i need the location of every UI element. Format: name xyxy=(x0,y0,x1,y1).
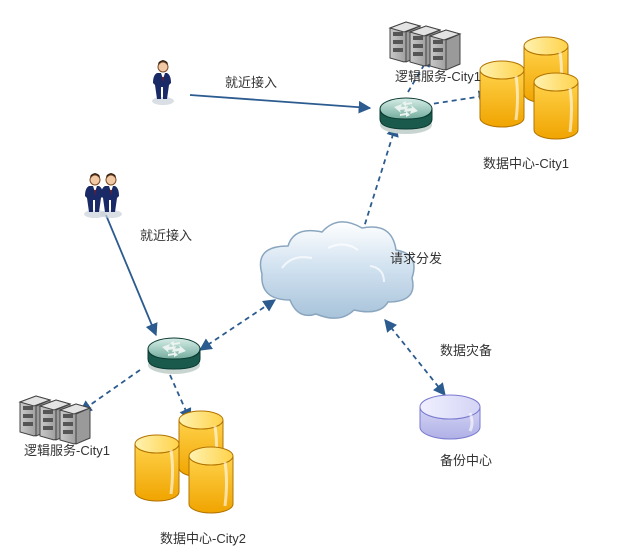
backup-icon xyxy=(420,395,480,439)
edge xyxy=(190,95,370,108)
servers-icon xyxy=(20,396,90,444)
router-icon xyxy=(148,338,200,374)
label-access-1: 就近接入 xyxy=(225,72,277,91)
servers-icon xyxy=(390,22,460,70)
person-icon xyxy=(152,60,174,105)
label-dc-1: 数据中心-City1 xyxy=(483,153,569,172)
cloud-icon xyxy=(260,222,414,318)
diagram-svg xyxy=(0,0,628,552)
diagram-stage: 就近接入 就近接入 逻辑服务-City1 逻辑服务-City1 数据中心-Cit… xyxy=(0,0,628,552)
edge xyxy=(385,320,445,395)
label-dr: 数据灾备 xyxy=(440,340,492,359)
label-logic-1: 逻辑服务-City1 xyxy=(395,66,481,85)
label-backup: 备份中心 xyxy=(440,450,492,469)
persons-icon xyxy=(84,173,122,218)
databases-icon xyxy=(135,411,233,513)
edge xyxy=(360,125,396,240)
router-icon xyxy=(380,98,432,134)
label-logic-2: 逻辑服务-City1 xyxy=(24,440,110,459)
edge xyxy=(200,300,275,350)
edge xyxy=(80,370,140,412)
label-dispatch: 请求分发 xyxy=(390,248,442,267)
label-access-2: 就近接入 xyxy=(140,225,192,244)
label-dc-2: 数据中心-City2 xyxy=(160,528,246,547)
databases-icon xyxy=(480,37,578,139)
